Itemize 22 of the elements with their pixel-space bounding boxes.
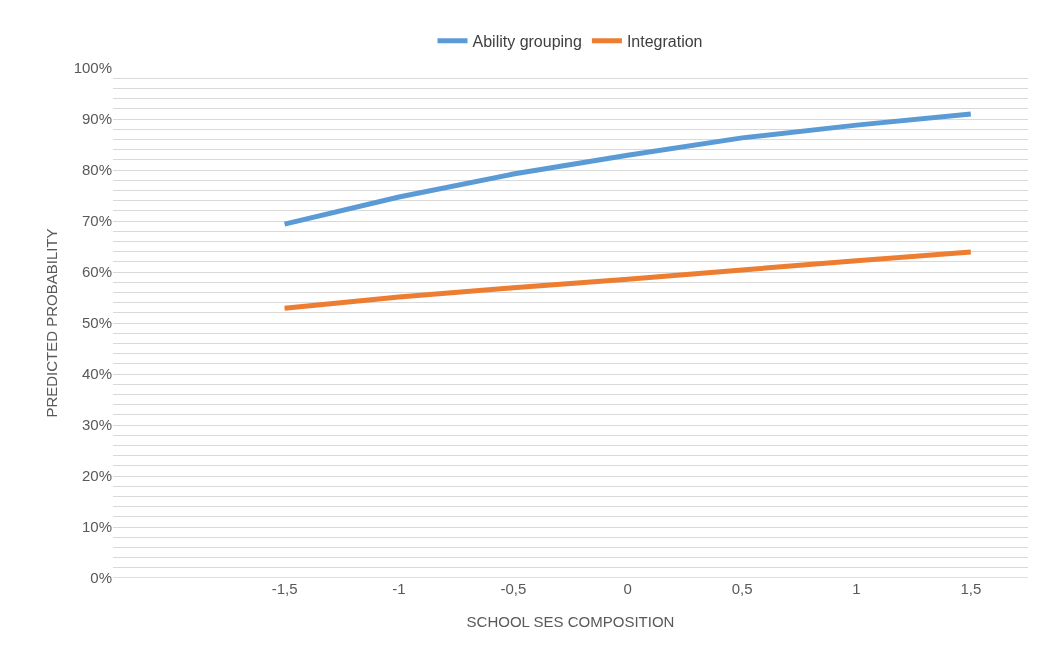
y-tick-label: 90%	[81, 110, 112, 128]
y-tick-label: 0%	[90, 569, 112, 587]
y-tick-label: 100%	[73, 59, 112, 77]
x-axis-title: SCHOOL SES COMPOSITION	[466, 613, 675, 630]
x-tick-label: -1,5	[271, 580, 298, 597]
legend-label: Ability grouping	[472, 32, 582, 50]
y-tick-label: 80%	[81, 161, 112, 179]
x-tick-label: 1	[852, 580, 861, 597]
y-tick-label: 40%	[81, 365, 112, 383]
x-tick-label: -1	[392, 580, 406, 597]
x-tick-label: 1,5	[960, 580, 982, 597]
y-tick-label: 60%	[81, 263, 112, 281]
x-tick-label: 0,5	[731, 580, 753, 597]
legend-label: Integration	[626, 32, 703, 50]
y-tick-label: 20%	[81, 467, 112, 485]
y-tick-label: 10%	[81, 518, 112, 536]
x-tick-label: -0,5	[500, 580, 527, 597]
y-tick-label: 30%	[81, 416, 112, 434]
x-tick-label: 0	[623, 580, 632, 597]
y-axis-title: PREDICTED PROBABILITY	[42, 228, 60, 418]
y-tick-label: 50%	[81, 314, 112, 332]
y-tick-label: 70%	[81, 212, 112, 230]
